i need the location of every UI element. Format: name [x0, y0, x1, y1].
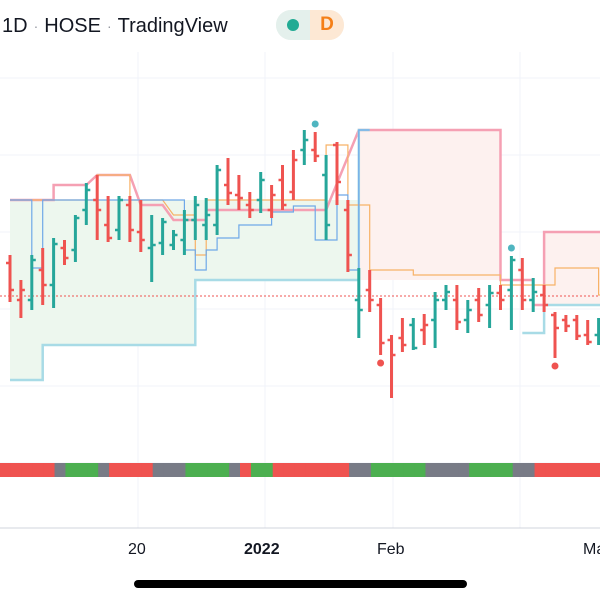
status-strip-segment — [436, 463, 448, 477]
status-strip-segment — [152, 463, 165, 477]
x-axis-label-feb: Feb — [377, 541, 405, 558]
status-strip-segment — [141, 463, 154, 477]
status-strip-segment — [10, 463, 23, 477]
status-strip-segment — [21, 463, 34, 477]
separator-dot: · — [33, 18, 39, 34]
status-strip-segment — [272, 463, 285, 477]
blue-trend-line — [10, 129, 370, 271]
status-strip-segment — [490, 463, 503, 477]
x-axis-label-mar: Ma — [583, 541, 600, 558]
status-strip-segment — [240, 463, 252, 477]
separator-dot: · — [106, 18, 112, 34]
signal-dot-marker — [377, 359, 385, 367]
status-strip-segment — [512, 463, 525, 477]
status-strip-segment — [207, 463, 219, 477]
status-strip-segment — [109, 463, 121, 477]
x-axis-label-20: 20 — [128, 541, 146, 558]
status-strip-segment — [250, 463, 263, 477]
status-strip-segment — [370, 463, 383, 477]
status-strip-segment — [261, 463, 274, 477]
status-strip-segment — [578, 463, 590, 477]
status-strip-segment — [174, 463, 186, 477]
status-strip-segment — [501, 463, 514, 477]
green-dot-icon — [287, 19, 299, 31]
status-strip-segment — [185, 463, 197, 477]
status-strip-segment — [338, 463, 350, 477]
status-strip-segment — [218, 463, 230, 477]
status-strip-segment — [65, 463, 77, 477]
status-strip-segment — [98, 463, 110, 477]
symbol-interval[interactable]: 1D — [2, 14, 28, 37]
exchange-label: HOSE — [44, 14, 101, 37]
status-strip-segment — [229, 463, 241, 477]
status-strip-segment — [316, 463, 328, 477]
status-strip-segment — [534, 463, 546, 477]
status-strip-segment — [414, 463, 426, 477]
market-status-pill[interactable]: D — [276, 10, 344, 40]
status-strip-segment — [523, 463, 536, 477]
status-strip-segment — [556, 463, 568, 477]
status-strip-segment — [403, 463, 416, 477]
upper-zone-fill — [358, 130, 501, 280]
chart-header: 1D · HOSE · TradingView — [0, 0, 600, 52]
status-strip-segment — [54, 463, 66, 477]
lower-zone-fill — [10, 200, 359, 380]
status-strip-segment — [327, 463, 339, 477]
status-strip-segment — [32, 463, 45, 477]
status-strip-segment — [480, 463, 492, 477]
status-strip-segment — [163, 463, 176, 477]
status-strip-segment — [392, 463, 405, 477]
lower-band-line — [522, 303, 600, 335]
status-strip-segment — [469, 463, 481, 477]
status-strip-segment — [120, 463, 132, 477]
market-open-indicator — [276, 10, 310, 40]
status-strip-segment — [87, 463, 99, 477]
home-indicator[interactable] — [134, 580, 467, 588]
status-strip-segment — [305, 463, 317, 477]
signal-dot-marker — [551, 362, 559, 370]
status-strip-segment — [381, 463, 394, 477]
status-strip-segment — [43, 463, 56, 477]
status-strip-segment — [76, 463, 88, 477]
status-strip-segment — [567, 463, 579, 477]
status-strip-segment — [294, 463, 306, 477]
status-strip-segment — [545, 463, 557, 477]
status-strip-segment — [447, 463, 459, 477]
data-delay-badge: D — [310, 10, 344, 40]
status-strip-segment — [283, 463, 296, 477]
status-strip-segment — [196, 463, 208, 477]
status-strip-segment — [0, 463, 12, 477]
status-strip-segment — [349, 463, 361, 477]
source-label: TradingView — [117, 14, 228, 37]
signal-dot-marker — [507, 244, 515, 252]
status-strip-segment — [589, 463, 600, 477]
status-strip-segment — [360, 463, 372, 477]
status-strip-segment — [458, 463, 470, 477]
x-axis-label-2022: 2022 — [244, 541, 280, 558]
signal-dot-marker — [311, 120, 319, 128]
status-strip-segment — [425, 463, 437, 477]
status-strip-segment — [130, 463, 143, 477]
